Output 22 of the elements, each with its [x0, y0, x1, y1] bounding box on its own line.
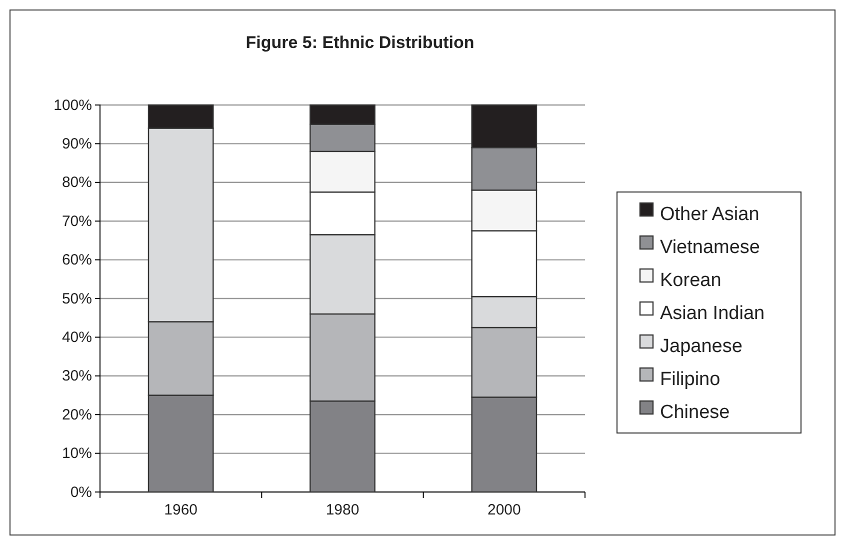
legend-label: Korean	[660, 270, 722, 291]
x-tick-label: 1960	[164, 502, 198, 519]
legend-label: Other Asian	[660, 204, 760, 225]
y-tick-label: 0%	[70, 484, 92, 501]
legend-label: Vietnamese	[660, 237, 760, 258]
y-tick-label: 90%	[62, 136, 92, 152]
legend-label: Filipino	[660, 369, 720, 390]
y-tick-label: 40%	[62, 329, 92, 346]
chart-title: Figure 5: Ethnic Distribution	[246, 33, 474, 52]
y-tick-label: 80%	[62, 174, 92, 192]
y-tick-label: 70%	[62, 212, 92, 230]
legend-label: Asian Indian	[660, 303, 765, 324]
y-tick-label: 50%	[62, 290, 92, 308]
x-tick-label: 1980	[326, 502, 360, 519]
x-tick-label: 2000	[487, 502, 521, 519]
y-tick-label: 100%	[54, 96, 92, 114]
legend-label: Chinese	[660, 402, 730, 423]
y-tick-label: 20%	[62, 406, 92, 424]
y-tick-label: 30%	[62, 368, 92, 385]
y-tick-label: 10%	[62, 445, 92, 462]
legend-label: Japanese	[660, 336, 742, 357]
y-tick-label: 60%	[62, 252, 92, 269]
